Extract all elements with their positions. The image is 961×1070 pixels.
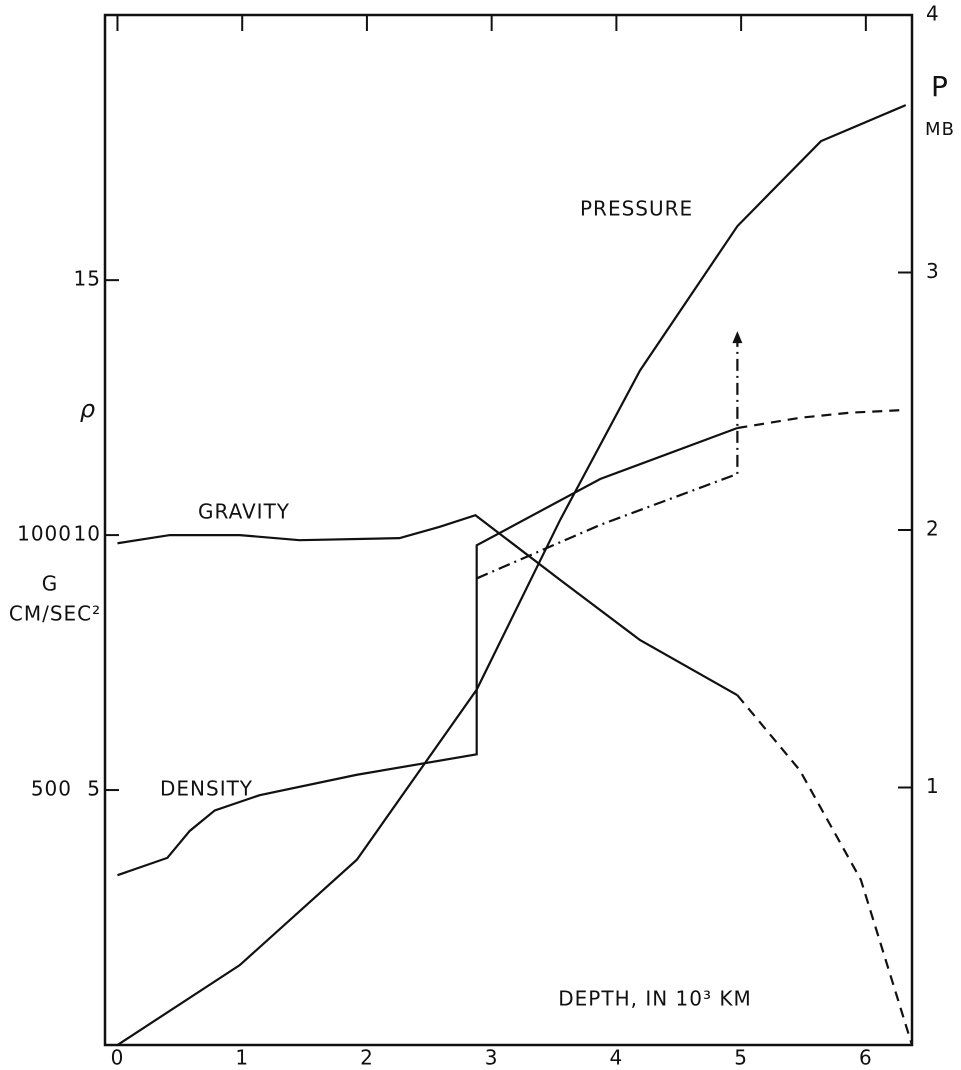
y-tick-label: 5 — [87, 777, 101, 801]
series-label: GRAVITY — [198, 500, 290, 524]
plot-frame — [103, 13, 914, 1047]
arrow-head — [732, 331, 743, 344]
x-tick-label: 3 — [485, 1046, 499, 1070]
x-tick-label: 4 — [610, 1046, 624, 1070]
x-tick-label: 1 — [235, 1046, 249, 1070]
data-line — [117, 513, 738, 697]
x-tick-label: 2 — [360, 1046, 374, 1070]
pressure-axis-label: P — [931, 70, 949, 103]
data-line — [117, 426, 738, 877]
gravity-tick-label: 500 — [31, 777, 72, 801]
x-tick-label: 0 — [111, 1046, 125, 1070]
y2-tick-label: 4 — [926, 2, 940, 26]
x-tick-label: 5 — [734, 1046, 748, 1070]
y2-tick-label: 2 — [926, 517, 940, 541]
x-axis-label: DEPTH, IN 10³ KM — [558, 987, 751, 1011]
gravity-tick-label: 1000 — [17, 522, 72, 546]
data-line — [736, 694, 914, 1046]
data-line — [476, 331, 739, 580]
pressure-axis-unit: MB — [925, 119, 955, 140]
data-line — [737, 409, 901, 430]
gravity-axis-label: G — [42, 572, 59, 596]
data-line — [116, 104, 907, 1046]
y2-tick-label: 1 — [926, 774, 940, 798]
y-axis-label: ρ — [80, 395, 96, 423]
y-tick-label: 10 — [74, 522, 101, 546]
gravity-axis-unit: CM/SEC² — [9, 602, 101, 626]
series-label: DENSITY — [160, 777, 253, 801]
y2-tick-label: 3 — [926, 259, 940, 283]
y-tick-label: 15 — [74, 267, 101, 291]
series-label: PRESSURE — [580, 197, 693, 221]
x-tick-label: 6 — [859, 1046, 873, 1070]
